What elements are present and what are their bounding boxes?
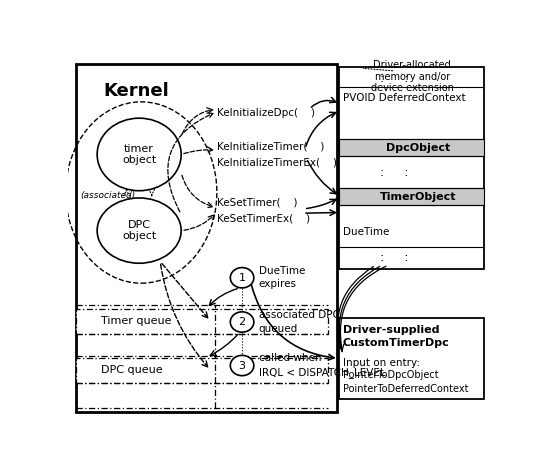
Bar bbox=[76, 357, 328, 383]
Circle shape bbox=[230, 312, 254, 332]
Text: Timer queue: Timer queue bbox=[101, 316, 172, 326]
Bar bbox=[339, 67, 483, 268]
Text: KeInitializeTimer(    )
KeInitializeTimerEx(    ): KeInitializeTimer( ) KeInitializeTimerEx… bbox=[217, 142, 337, 167]
Text: Driver-supplied
CustomTimerDpc: Driver-supplied CustomTimerDpc bbox=[343, 325, 450, 348]
Bar bbox=[339, 188, 483, 205]
Bar bbox=[76, 64, 337, 412]
Text: 1: 1 bbox=[238, 273, 246, 283]
Text: DpcObject: DpcObject bbox=[386, 143, 450, 153]
Text: DueTime
expires: DueTime expires bbox=[259, 266, 305, 289]
Circle shape bbox=[230, 355, 254, 376]
Ellipse shape bbox=[97, 198, 181, 263]
Text: 3: 3 bbox=[238, 360, 246, 371]
Text: Driver-allocated
memory and/or
device extension: Driver-allocated memory and/or device ex… bbox=[371, 60, 454, 93]
Bar bbox=[339, 317, 483, 399]
Text: called when
IRQL < DISPATCH_LEVEL: called when IRQL < DISPATCH_LEVEL bbox=[259, 353, 385, 378]
Text: PointerToDpcObject
PointerToDeferredContext: PointerToDpcObject PointerToDeferredCont… bbox=[343, 370, 468, 394]
Text: (associated): (associated) bbox=[80, 191, 136, 200]
Text: KeSetTimer(    )
KeSetTimerEx(    ): KeSetTimer( ) KeSetTimerEx( ) bbox=[217, 198, 310, 223]
Text: PVOID DeferredContext: PVOID DeferredContext bbox=[343, 92, 466, 103]
Text: DPC
object: DPC object bbox=[122, 220, 156, 242]
Circle shape bbox=[230, 268, 254, 288]
Bar bbox=[76, 309, 328, 334]
Text: Kernel: Kernel bbox=[104, 82, 169, 100]
Text: :     :: : : bbox=[379, 165, 408, 179]
Text: KeInitializeDpc(    ): KeInitializeDpc( ) bbox=[217, 108, 315, 118]
Text: associated DPC
queued: associated DPC queued bbox=[259, 310, 340, 333]
Text: DueTime: DueTime bbox=[343, 227, 389, 236]
Text: TimerObject: TimerObject bbox=[380, 192, 457, 202]
Ellipse shape bbox=[97, 118, 181, 191]
Text: Input on entry:: Input on entry: bbox=[343, 357, 420, 367]
Text: 2: 2 bbox=[238, 317, 246, 327]
Text: :     :: : : bbox=[379, 72, 408, 85]
Text: timer
object: timer object bbox=[122, 144, 156, 165]
Bar bbox=[339, 139, 483, 156]
Text: :     :: : : bbox=[379, 252, 408, 264]
Text: DPC queue: DPC queue bbox=[101, 365, 163, 375]
